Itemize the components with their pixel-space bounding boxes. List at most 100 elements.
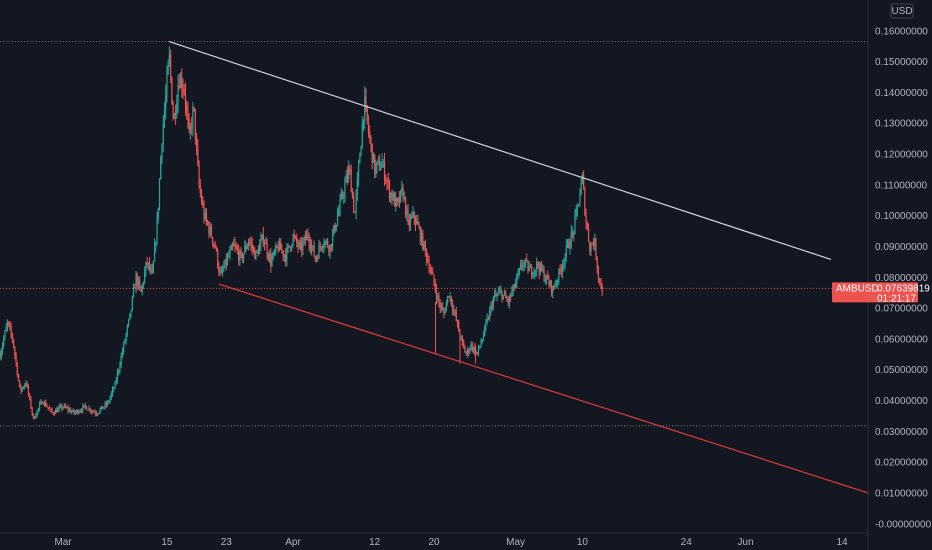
candle-body (401, 188, 403, 191)
candle-body (506, 297, 508, 300)
candle-body (208, 224, 210, 234)
candle-body (22, 387, 25, 389)
candle-body (184, 92, 187, 106)
price-axis[interactable]: -0.00000000 0.01000000 0.02000000 0.0300000… (875, 26, 932, 530)
candle-body (419, 228, 421, 242)
candle-body (561, 265, 564, 272)
candle-body (348, 168, 350, 179)
candle-body (502, 294, 504, 300)
candle-body (396, 197, 398, 202)
candle-body (114, 382, 116, 389)
candle-body (465, 352, 467, 354)
candle-body (282, 250, 284, 257)
candle-body (43, 402, 46, 405)
candle-body (41, 401, 43, 404)
candle-body (579, 194, 581, 205)
candle-body (565, 245, 567, 256)
candle-body (585, 214, 587, 224)
candle-body (485, 322, 487, 326)
candle-body (281, 249, 283, 251)
currency-badge[interactable]: USD (890, 3, 914, 19)
candle-body (386, 180, 388, 182)
candle-body (146, 262, 148, 264)
candle-body (124, 340, 126, 343)
candle-body (105, 403, 107, 405)
candle-body (434, 283, 436, 291)
candle-body (299, 243, 302, 245)
y-tick-label: 0.07000000 (875, 304, 928, 315)
candle-body (375, 165, 377, 174)
candle-body (536, 262, 538, 271)
candle-body (267, 254, 269, 259)
candle-body (369, 132, 371, 139)
candle-body (443, 309, 445, 313)
candle-body (111, 388, 114, 394)
candle-body (374, 154, 376, 174)
candle-body (350, 169, 352, 193)
candle-body (325, 240, 328, 242)
candle-body (336, 215, 339, 225)
candle-body (463, 341, 465, 347)
candle-body (476, 352, 478, 354)
candle-body (354, 211, 356, 213)
candle-body (387, 181, 389, 183)
trendlines[interactable] (168, 41, 869, 494)
candle-body (47, 407, 49, 409)
candle-body (357, 163, 360, 178)
candle-body (595, 239, 597, 259)
candle-body (460, 337, 462, 339)
candle-body (315, 257, 318, 260)
candle-body (270, 254, 272, 266)
candle-body (534, 270, 536, 272)
candle-body (186, 105, 188, 111)
candle-body (382, 161, 384, 163)
candle-body (340, 193, 342, 200)
candle-body (116, 372, 119, 381)
candle-body (498, 291, 501, 293)
candle-body (4, 331, 6, 339)
candle-body (538, 266, 540, 273)
candle-body (21, 387, 23, 391)
candle-body (144, 271, 146, 283)
candle-body (314, 256, 316, 260)
candle-body (586, 223, 588, 229)
candle-body (127, 319, 130, 326)
candle-body (508, 295, 511, 304)
support-trendline[interactable] (218, 283, 869, 494)
candle-body (157, 207, 159, 220)
candle-body (275, 245, 277, 252)
candle-body (81, 410, 83, 412)
candle-body (370, 138, 372, 144)
candle-body (160, 157, 162, 180)
candle-body (329, 244, 331, 252)
candle-body (345, 175, 347, 183)
candle-body (349, 168, 351, 170)
candle-body (109, 397, 111, 402)
candle-body (366, 105, 368, 121)
candle-body (14, 347, 16, 356)
candle-body (400, 190, 402, 203)
time-axis[interactable]: Mar 15 23 Apr 12 20 May 10 24 Jun 14 (54, 537, 848, 548)
candle-body (576, 205, 579, 209)
resistance-trendline[interactable] (168, 41, 832, 260)
candle-body (42, 403, 44, 405)
candle-body (212, 237, 214, 244)
candle-body (99, 409, 101, 413)
candle-body (139, 280, 141, 287)
candle-body (30, 398, 32, 408)
candle-body (447, 296, 449, 303)
candle-body (361, 123, 363, 147)
candle-body (459, 331, 461, 339)
candle-body (235, 245, 237, 249)
candle-body (381, 162, 383, 168)
candle-body (470, 343, 472, 350)
candle-body (264, 243, 266, 245)
candle-body (573, 231, 575, 234)
candle-body (199, 185, 201, 194)
candle-body (165, 95, 167, 111)
candle-body (455, 311, 457, 321)
candle-body (150, 269, 152, 271)
candle-body (57, 408, 59, 413)
candle-body (94, 411, 96, 414)
